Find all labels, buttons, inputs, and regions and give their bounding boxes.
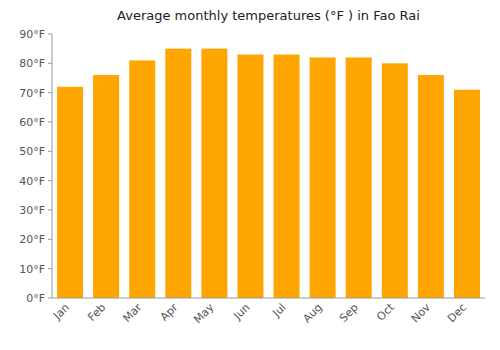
bar — [165, 49, 191, 298]
y-tick — [48, 180, 52, 181]
bar — [346, 57, 372, 298]
y-tick — [48, 298, 52, 299]
bar — [274, 55, 300, 298]
y-tick-label: 10°F — [19, 263, 45, 276]
bar — [201, 49, 227, 298]
y-tick — [48, 268, 52, 269]
bar — [129, 60, 155, 298]
x-tick-label: Dec — [445, 301, 469, 325]
bar — [237, 55, 263, 298]
y-tick-label: 40°F — [19, 175, 45, 188]
x-axis-line — [52, 298, 485, 299]
y-tick-label: 30°F — [19, 204, 45, 217]
y-tick — [48, 210, 52, 211]
bar — [454, 90, 480, 298]
bar — [57, 87, 83, 298]
bar — [382, 63, 408, 298]
y-tick-label: 20°F — [19, 233, 45, 246]
y-tick — [48, 151, 52, 152]
y-tick-label: 90°F — [19, 28, 45, 41]
y-axis-line — [52, 34, 53, 298]
bar — [93, 75, 119, 298]
bar — [310, 57, 336, 298]
y-axis: 0°F 10°F 20°F 30°F 40°F 50°F 60°F 70°F 80°F 90°F — [19, 28, 52, 305]
x-tick-label: Nov — [409, 301, 434, 326]
y-tick-label: 60°F — [19, 116, 45, 129]
y-tick-label: 70°F — [19, 87, 45, 100]
y-tick — [48, 34, 52, 35]
x-tick-label: Apr — [158, 301, 181, 324]
x-tick-label: May — [191, 301, 217, 327]
y-tick-label: 0°F — [26, 292, 45, 305]
title: Average monthly temperatures (°F ) in Fa… — [117, 8, 420, 23]
y-tick — [48, 122, 52, 123]
chart-svg: Average monthly temperatures (°F ) in Fa… — [0, 0, 500, 350]
chart-container: Average monthly temperatures (°F ) in Fa… — [0, 0, 500, 350]
y-tick — [48, 239, 52, 240]
y-tick-label: 50°F — [19, 145, 45, 158]
x-tick-label: Aug — [300, 301, 324, 325]
bars — [57, 49, 480, 298]
y-tick-label: 80°F — [19, 57, 45, 70]
x-tick-label: Jun — [231, 301, 253, 323]
x-tick-label: Jan — [50, 301, 72, 323]
x-tick-label: Oct — [374, 300, 397, 323]
x-tick-label: Sep — [337, 301, 361, 325]
bar — [418, 75, 444, 298]
x-tick-label: Mar — [120, 301, 144, 325]
x-tick-label: Feb — [85, 301, 108, 324]
x-axis: Jan Feb Mar Apr May Jun Jul Aug Sep Oct Nov Dec — [50, 300, 469, 326]
y-tick — [48, 92, 52, 93]
x-tick-label: Jul — [269, 301, 288, 320]
y-tick — [48, 63, 52, 64]
